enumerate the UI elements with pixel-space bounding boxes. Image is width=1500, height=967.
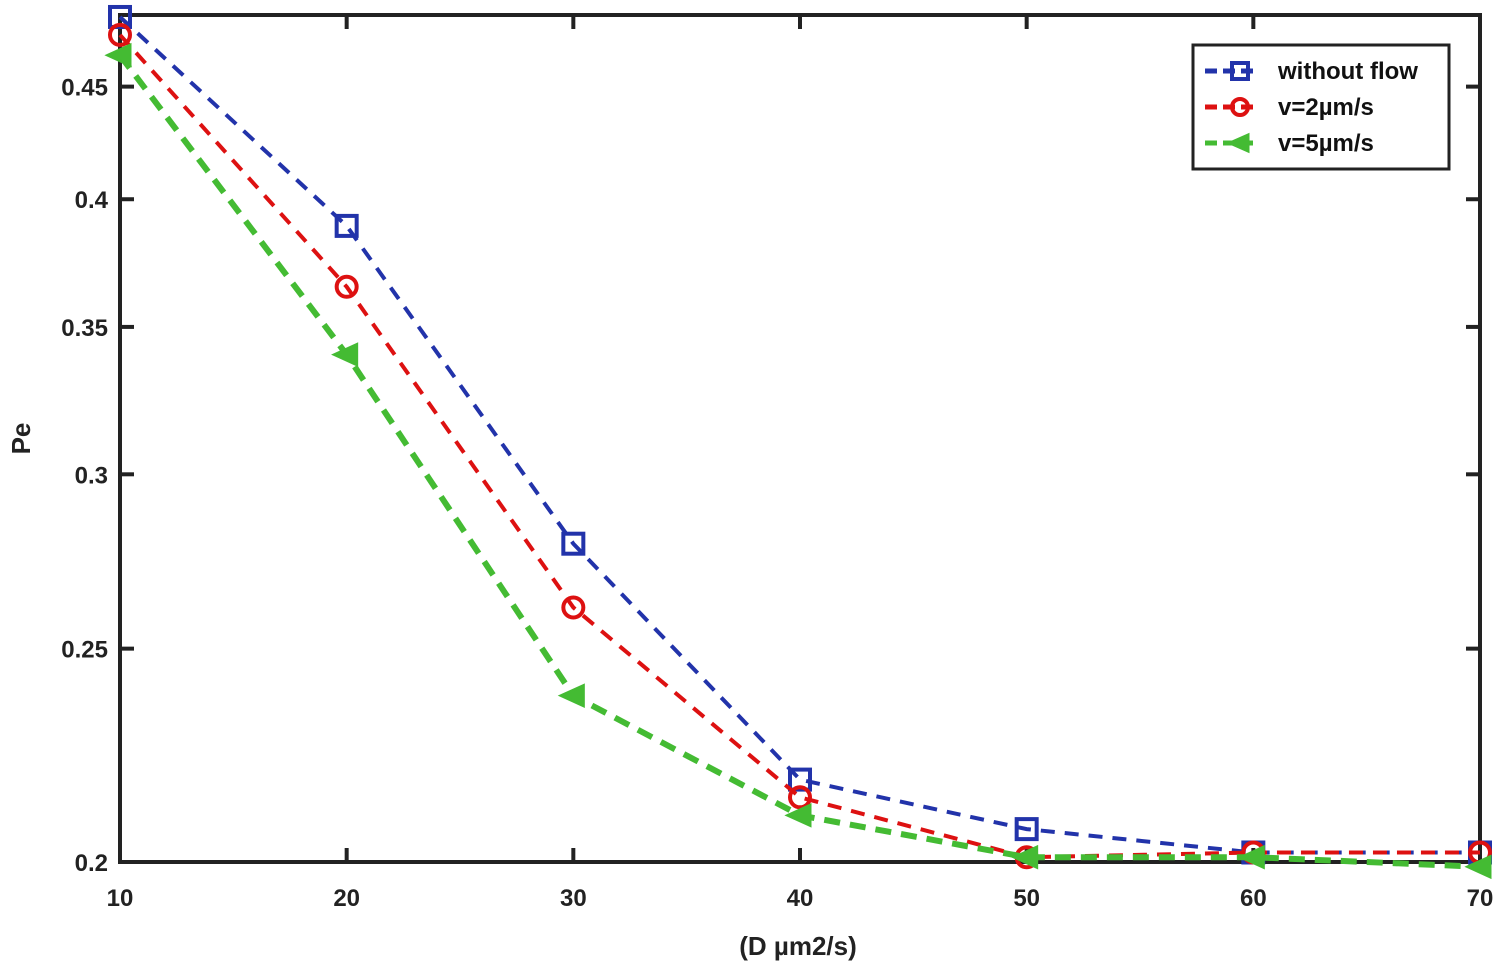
series-1-point (334, 213, 359, 238)
legend-box (1191, 43, 1451, 171)
series-3-point (1237, 844, 1265, 870)
x-axis-title: (D µm2/s) (739, 931, 857, 961)
x-tick-label: 60 (1240, 885, 1267, 912)
legend-label-3: v=5µm/s (1278, 130, 1374, 157)
series-2-point (561, 595, 586, 620)
legend: without flow v=2µm/s v=5µm/s (1191, 43, 1451, 171)
x-tick-label: 20 (333, 885, 360, 912)
series-1-point (788, 767, 812, 792)
axes-layer: 10 20 30 40 50 60 70 0.2 0.25 0.3 0.35 0.4 0.45 (D µm… (6, 13, 1494, 961)
series-2-point (334, 274, 359, 299)
y-tick-label: 0.2 (75, 850, 108, 877)
y-tick-label: 0.45 (61, 75, 108, 102)
x-tick-label: 70 (1467, 885, 1494, 912)
y-tick-label: 0.4 (75, 187, 109, 214)
series-1-point (561, 531, 586, 556)
series-2-point (788, 785, 812, 810)
series-2-point (108, 22, 132, 47)
legend-marker-2 (1230, 97, 1250, 117)
series-3-point (784, 803, 812, 828)
series-1-point (1014, 817, 1039, 842)
y-tick-label: 0.35 (61, 315, 108, 342)
series-3-point (1011, 844, 1039, 870)
series-layer (104, 4, 1492, 880)
legend-marker-3 (1226, 132, 1250, 154)
x-tick-label: 40 (787, 885, 814, 912)
legend-label-2: v=2µm/s (1278, 94, 1374, 121)
x-tick-label: 10 (107, 885, 134, 912)
series-3-point (1464, 854, 1492, 880)
y-tick-label: 0.25 (61, 637, 108, 664)
x-tick-label: 30 (560, 885, 587, 912)
series-3-point (104, 42, 132, 68)
legend-marker-1 (1230, 61, 1250, 81)
series-line-3 (117, 53, 1481, 870)
y-tick-label: 0.3 (75, 462, 108, 489)
legend-label-1: without flow (1277, 58, 1418, 85)
y-axis-title: Pe (6, 423, 36, 455)
series-1-point (108, 4, 132, 29)
series-3-point (557, 683, 585, 709)
x-tick-label: 50 (1013, 885, 1040, 912)
series-3-point (331, 342, 359, 367)
